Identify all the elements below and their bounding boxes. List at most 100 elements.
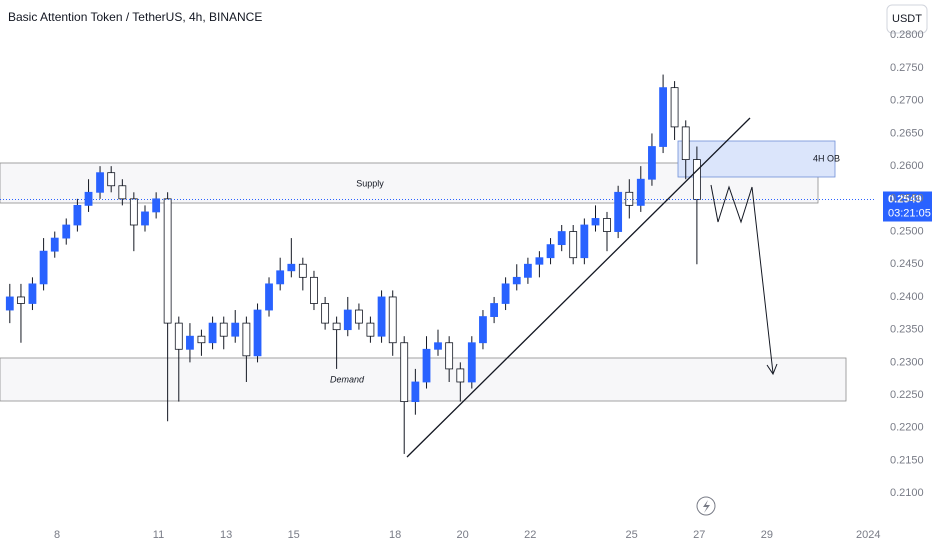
x-tick-label: 2024 — [856, 529, 880, 541]
candle-body — [287, 263, 296, 272]
candle-body — [231, 322, 240, 337]
candle-body — [17, 296, 25, 304]
last-price-label: 0.2549 — [888, 193, 922, 205]
trendline — [406, 117, 751, 458]
candle-body — [28, 283, 37, 304]
candle-body — [118, 185, 127, 200]
candle-body — [242, 322, 251, 357]
zone-label: Supply — [356, 178, 384, 188]
candle-body — [197, 335, 206, 344]
candle-body — [208, 322, 217, 344]
projection-path — [710, 184, 774, 374]
y-tick-label: 0.2100 — [890, 487, 924, 499]
candle-body — [219, 322, 228, 337]
candle-body — [535, 257, 544, 265]
price-box: 0.2549 03:21:05 — [883, 191, 932, 222]
y-tick-label: 0.2750 — [890, 62, 924, 74]
y-tick-label: 0.2300 — [890, 356, 924, 368]
candle-body — [512, 276, 521, 285]
candle-body — [50, 237, 59, 252]
candle-body — [603, 218, 611, 232]
y-tick-label: 0.2250 — [890, 389, 924, 401]
candle-body — [681, 126, 690, 160]
y-tick-label: 0.2800 — [890, 29, 924, 41]
candle-body — [490, 303, 499, 317]
candle-body — [107, 172, 116, 187]
y-tick-label: 0.2550 — [890, 193, 924, 205]
candle-body — [355, 309, 363, 324]
candle-body — [276, 270, 285, 285]
candle-body — [400, 342, 409, 403]
candle-body — [377, 296, 386, 337]
candle-body — [625, 191, 634, 206]
y-tick-label: 0.2150 — [890, 454, 924, 466]
candle-body — [411, 381, 420, 403]
candle-body — [73, 204, 82, 226]
candle-body — [422, 348, 431, 383]
candle-body — [96, 172, 104, 193]
y-tick-label: 0.2700 — [890, 95, 924, 107]
x-tick-label: 29 — [761, 529, 773, 541]
candle-body — [557, 231, 566, 246]
candle-body — [186, 335, 194, 350]
candle-body — [84, 191, 93, 206]
candle-body — [152, 198, 161, 213]
x-tick-label: 25 — [626, 529, 638, 541]
currency-button[interactable] — [886, 4, 928, 34]
y-tick-label: 0.2600 — [890, 160, 924, 172]
candle-body — [129, 198, 138, 226]
y-tick-label: 0.2650 — [890, 127, 924, 139]
candle-body — [332, 322, 341, 331]
order-block-zone — [677, 140, 836, 178]
candle-body — [648, 146, 656, 180]
candle-body — [62, 224, 71, 239]
y-tick-label: 0.2200 — [890, 422, 924, 434]
x-tick-label: 20 — [457, 529, 469, 541]
candle-body — [546, 244, 555, 259]
x-tick-label: 27 — [693, 529, 705, 541]
last-price-box — [883, 191, 932, 222]
x-tick-label: 18 — [389, 529, 401, 541]
candle-body — [321, 303, 330, 324]
candle-body — [39, 250, 48, 285]
candle-body — [141, 211, 149, 226]
candle-body — [366, 322, 375, 337]
candle-body — [445, 342, 454, 370]
candle-body — [310, 276, 318, 304]
candle-body — [265, 283, 273, 311]
x-tick-label: 15 — [288, 529, 300, 541]
candle-body — [5, 296, 14, 311]
candle-body — [467, 342, 476, 383]
candle-body — [253, 309, 262, 357]
x-tick-label: 11 — [153, 529, 164, 541]
candle-body — [670, 87, 679, 128]
countdown-label: 03:21:05 — [888, 207, 931, 219]
y-tick-label: 0.2500 — [890, 225, 924, 237]
arrow-head — [766, 363, 778, 376]
candle-body — [636, 178, 645, 206]
candle-body — [524, 263, 532, 278]
candle-body — [456, 368, 465, 383]
candle-body — [343, 309, 352, 331]
candle-body — [163, 198, 172, 324]
x-tick-label: 8 — [54, 529, 60, 541]
candle-body — [388, 296, 397, 344]
plot-area — [0, 74, 875, 454]
candle-body — [580, 224, 589, 259]
candle-body — [659, 87, 667, 147]
candle-body — [298, 263, 307, 278]
chart-title: Basic Attention Token / TetherUS, 4h, BI… — [8, 10, 262, 24]
candle-body — [434, 342, 442, 350]
currency-label[interactable]: USDT — [892, 13, 922, 25]
y-tick-label: 0.2350 — [890, 324, 924, 336]
zone-label: Demand — [330, 374, 365, 384]
candle-body — [479, 316, 487, 344]
candle-body — [569, 231, 578, 259]
x-tick-label: 22 — [524, 529, 536, 541]
candle-body — [501, 283, 510, 304]
events-icon-bolt — [703, 500, 710, 513]
candle-body — [614, 191, 623, 232]
y-tick-label: 0.2450 — [890, 258, 924, 270]
